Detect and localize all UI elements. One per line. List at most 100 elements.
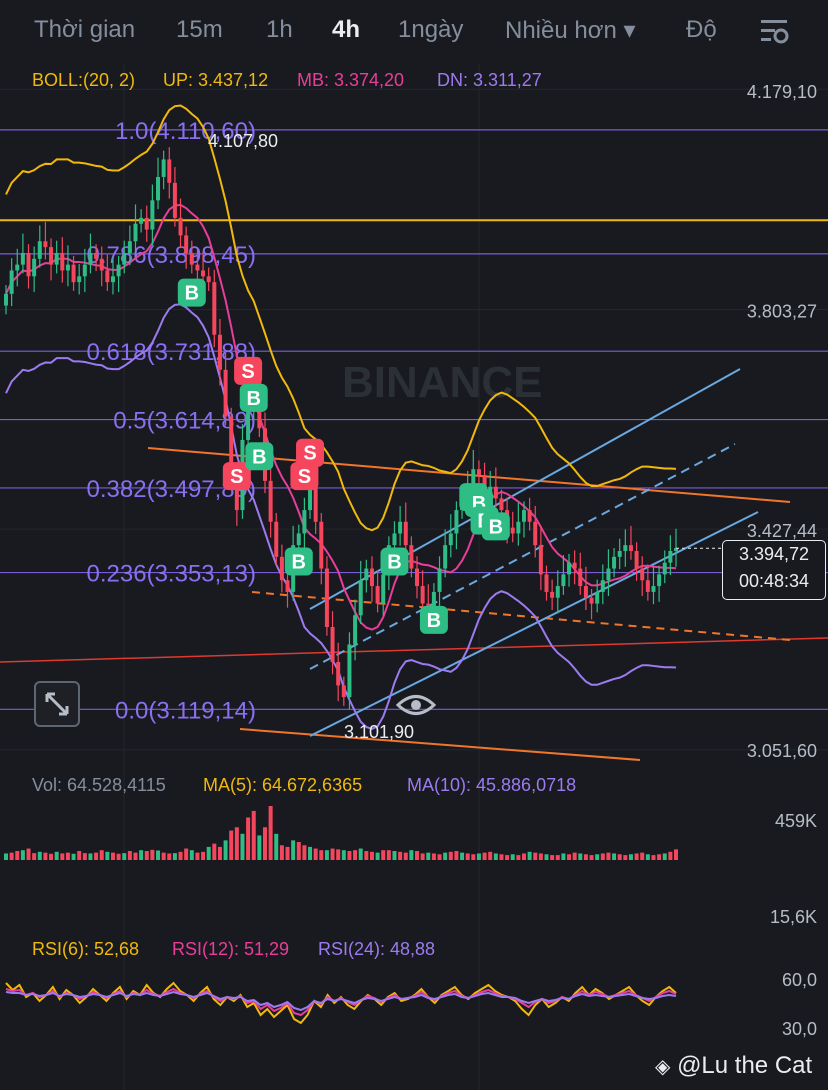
volume-bar-117 [662, 853, 667, 860]
volume-bar-88 [499, 854, 504, 860]
volume-bar-43 [246, 817, 251, 860]
candle-body-38 [217, 334, 222, 370]
fib-label-6: 0.0(3.119,14) [115, 697, 256, 724]
volume-bar-83 [471, 854, 476, 860]
candle-body-47 [268, 480, 273, 522]
candle-body-85 [482, 475, 487, 493]
volume-bar-24 [139, 850, 144, 860]
signal-badge-7 [284, 547, 313, 576]
candle-body-69 [392, 533, 397, 546]
channel-middle [309, 443, 736, 670]
candle-body-32 [184, 235, 189, 253]
candle-body-14 [82, 264, 87, 277]
mid-trend-line [251, 591, 791, 641]
chart-canvas[interactable]: BINANCE 1.0(4.110,60) 0.786(3.898,45) 0.61… [0, 64, 828, 1090]
volume-bar-116 [657, 854, 662, 860]
signal-badge-0 [234, 356, 263, 385]
candle-body-108 [612, 556, 617, 569]
candle-body-53 [302, 510, 307, 534]
candle-body-0 [4, 293, 8, 306]
volume-bar-62 [353, 850, 358, 860]
volume-bar-8 [49, 853, 54, 860]
volume-bar-20 [116, 853, 121, 860]
signal-label-5: B [252, 446, 266, 468]
candle-body-58 [330, 626, 335, 663]
candle-body-78 [443, 545, 448, 569]
volume-bar-63 [358, 848, 363, 860]
candle-body-34 [195, 264, 200, 271]
candle-body-54 [308, 486, 313, 511]
candle-body-24 [139, 217, 144, 224]
signal-badge-3 [296, 438, 325, 467]
volume-bar-41 [234, 827, 239, 860]
volume-bar-44 [251, 810, 256, 860]
candle-body-93 [527, 510, 532, 522]
rsi-lines: 60,0 30,0 [5, 970, 817, 1039]
candle-body-104 [589, 597, 594, 604]
candle-body-76 [431, 591, 436, 610]
candle-body-88 [499, 498, 504, 511]
candle-body-59 [336, 662, 341, 686]
candle-body-80 [454, 510, 459, 534]
candle-body-100 [567, 562, 572, 575]
volume-bar-84 [476, 853, 481, 860]
candle-body-39 [223, 369, 228, 417]
volume-bar-12 [71, 853, 76, 860]
candle-body-61 [347, 644, 352, 698]
volume-bar-101 [572, 852, 577, 860]
volume-bar-70 [398, 851, 403, 860]
volume-bar-72 [409, 850, 414, 860]
candle-body-90 [510, 527, 515, 534]
expand-icon [45, 692, 69, 716]
tab-1day[interactable]: 1ngày [398, 16, 464, 43]
candle-body-22 [127, 241, 132, 253]
volume-label: Vol: 64.528,4115 [32, 775, 166, 795]
volume-bar-66 [375, 852, 380, 860]
candle-body-7 [43, 241, 48, 248]
candle-body-52 [296, 533, 301, 546]
candle-body-3 [20, 252, 25, 265]
boll-lower-band [5, 303, 677, 730]
volume-bar-73 [415, 851, 420, 860]
rsi-line-0 [5, 981, 677, 1025]
candle-body-117 [662, 562, 667, 575]
candle-body-94 [533, 521, 538, 546]
lower-trend-line [239, 728, 641, 761]
author-name: @Lu the Cat [677, 1052, 813, 1079]
candle-body-102 [578, 568, 583, 587]
tab-depth[interactable]: Độ [686, 16, 717, 43]
signal-label-9: B [427, 610, 441, 632]
volume-bar-16 [94, 852, 99, 860]
signal-badge-13 [481, 512, 510, 541]
tab-more[interactable]: Nhiều hơn ▾ [505, 17, 636, 44]
volume-axis-label-0: 459K [775, 811, 817, 831]
tab-15m[interactable]: 15m [176, 16, 223, 43]
volume-bar-106 [600, 853, 605, 860]
candle-body-87 [493, 486, 498, 499]
signal-badge-4 [177, 278, 206, 307]
signal-label-1: S [230, 466, 243, 488]
eye-icon[interactable] [395, 690, 437, 720]
tab-1h[interactable]: 1h [266, 16, 293, 43]
chart-settings-icon[interactable] [758, 16, 790, 48]
volume-bar-94 [533, 852, 538, 860]
volume-bar-3 [20, 850, 25, 860]
candle-body-97 [550, 591, 555, 598]
rsi-axis-label-0: 60,0 [782, 970, 817, 990]
volume-bar-27 [156, 850, 161, 860]
volume-bar-21 [122, 853, 127, 860]
volume-bar-102 [578, 853, 583, 860]
volume-bar-110 [623, 855, 628, 860]
tab-4h[interactable]: 4h [332, 16, 361, 43]
volume-bar-58 [330, 848, 335, 860]
volume-bar-113 [640, 852, 645, 860]
volume-bar-10 [60, 853, 65, 860]
candle-body-49 [279, 556, 284, 581]
volume-bar-14 [82, 853, 87, 860]
tab-time[interactable]: Thời gian [34, 16, 136, 43]
candle-body-72 [409, 545, 414, 569]
volume-bar-95 [538, 853, 543, 860]
expand-chart-button[interactable] [34, 681, 80, 727]
candle-body-62 [353, 615, 358, 645]
volume-bar-93 [527, 851, 532, 860]
